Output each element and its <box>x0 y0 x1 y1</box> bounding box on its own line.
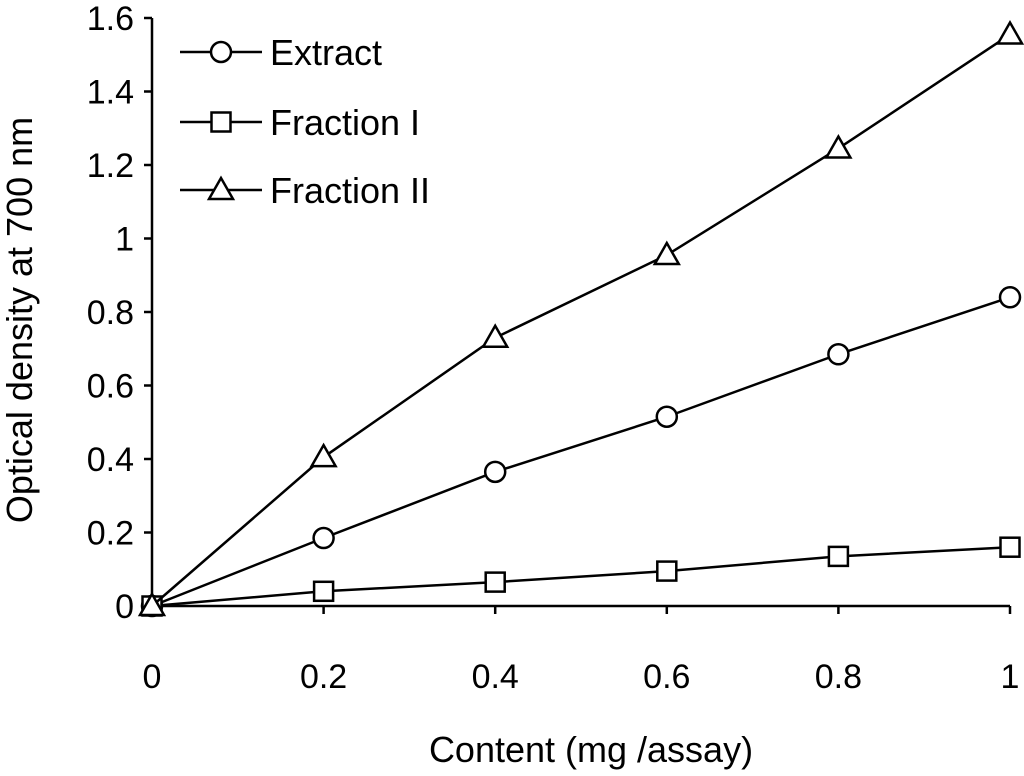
series-fraction-ii <box>137 20 1024 617</box>
legend-label: Fraction I <box>270 102 420 143</box>
y-tick-label: 0.2 <box>87 515 134 553</box>
data-point-square <box>312 580 335 603</box>
data-point-triangle <box>995 20 1024 45</box>
data-point-triangle <box>309 442 338 468</box>
tick-labels: 0 0.2 0.4 0.6 0.8 1 1.2 1.4 1.6 0 0.2 0.4 0.6 0.8 1 <box>87 0 1020 696</box>
data-point-triangle <box>137 591 167 617</box>
legend-label: Fraction II <box>270 170 430 211</box>
y-axis-title: Optical density at 700 nm <box>0 117 40 523</box>
x-tick-label: 1 <box>1001 658 1020 696</box>
series-extract <box>140 286 1022 618</box>
series-line <box>151 545 1011 608</box>
legend-label: Extract <box>270 32 382 73</box>
legend-marker-circle <box>209 40 233 64</box>
data-point-circle <box>998 286 1022 309</box>
data-point-square <box>827 545 850 568</box>
series-line <box>151 33 1011 607</box>
legend: Extract Fraction I Fraction II <box>180 32 430 211</box>
x-tick-label: 0.4 <box>472 658 519 696</box>
legend-marker-triangle <box>206 175 236 201</box>
y-tick-label: 1 <box>115 221 134 259</box>
legend-item: Fraction II <box>180 170 430 211</box>
data-point-circle <box>655 405 679 428</box>
data-point-circle <box>483 460 507 484</box>
data-point-square <box>484 571 506 593</box>
legend-item: Extract <box>180 32 382 73</box>
series-line <box>151 296 1011 608</box>
y-tick-label: 0 <box>115 588 134 626</box>
data-point-triangle <box>824 133 853 159</box>
data-point-circle <box>312 526 335 550</box>
legend-marker-square <box>210 111 232 133</box>
legend-item: Fraction I <box>180 102 420 143</box>
y-tick-label: 0.6 <box>87 368 134 406</box>
data-point-circle <box>827 343 850 366</box>
y-tick-label: 1.6 <box>87 0 134 38</box>
x-tick-label: 0.6 <box>643 658 690 696</box>
y-tick-label: 0.4 <box>87 441 134 479</box>
y-tick-label: 0.8 <box>87 294 134 332</box>
data-point-square <box>656 560 678 582</box>
series-fraction-i <box>141 536 1021 617</box>
x-tick-label: 0.2 <box>300 658 347 696</box>
x-tick-label: 0 <box>143 658 162 696</box>
series-layer <box>137 20 1024 618</box>
data-point-square <box>999 536 1021 558</box>
y-tick-label: 1.2 <box>87 147 134 185</box>
y-tick-label: 1.4 <box>87 74 134 112</box>
data-point-triangle <box>481 323 510 348</box>
x-tick-label: 0.8 <box>815 658 862 696</box>
data-point-triangle <box>652 240 681 266</box>
x-axis-title: Content (mg /assay) <box>429 729 753 770</box>
